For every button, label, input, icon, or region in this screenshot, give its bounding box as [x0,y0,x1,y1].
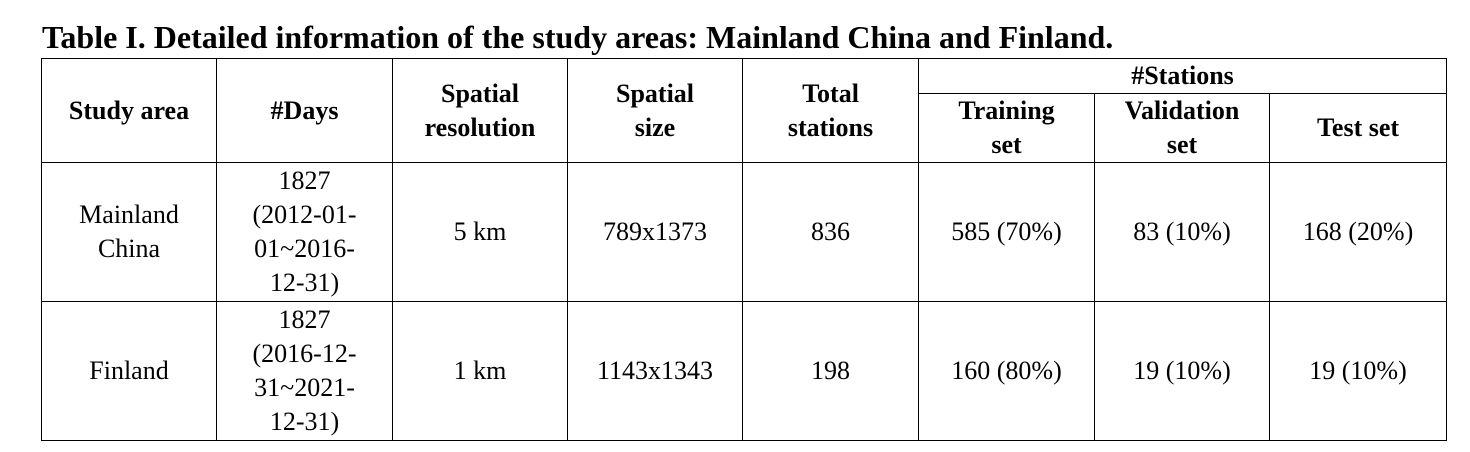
cell-training-set: 160 (80%) [918,301,1095,441]
header-validation-set-line-2: set [1166,130,1198,159]
header-training-set-line-1: Training [958,96,1055,125]
header-total-stations-line-1: Total [802,78,859,108]
cell-test-set: 168 (20%) [1268,162,1448,302]
header-spatial-resolution-line-1: Spatial [440,78,520,108]
cell-total-stations: 836 [742,162,919,302]
header-total-stations: Total stations [742,58,919,163]
cell-total-stations: 198 [742,301,919,441]
cell-days-line-2: (2012-01- [252,200,357,229]
cell-days: 1827 (2016-12- 31~2021- 12-31) [216,301,393,441]
header-spatial-resolution-line-2: resolution [424,112,536,142]
cell-days-line-3: 01~2016- [254,234,355,263]
header-training-set: Training set [918,93,1095,163]
header-study-area: Study area [41,58,217,163]
cell-days-line-3: 31~2021- [254,373,355,402]
cell-spatial-resolution: 5 km [392,162,568,302]
cell-spatial-size: 1143x1343 [567,301,743,441]
header-validation-set: Validation set [1094,93,1270,163]
header-training-set-line-2: set [991,130,1022,159]
header-validation-set-line-1: Validation [1124,96,1240,125]
table-caption: Table I. Detailed information of the stu… [42,19,1114,55]
cell-spatial-size: 789x1373 [567,162,743,302]
header-spatial-size-line-1: Spatial [615,78,695,108]
cell-days-line-2: (2016-12- [252,339,357,368]
cell-training-set: 585 (70%) [918,162,1095,302]
table-row-finland: Finland 1827 (2016-12- 31~2021- 12-31) 1… [41,301,1448,441]
cell-study-area-line-2: China [97,234,161,263]
header-spatial-resolution: Spatial resolution [392,58,568,163]
cell-study-area: Finland [41,301,217,441]
cell-days: 1827 (2012-01- 01~2016- 12-31) [216,162,393,302]
header-days: #Days [216,58,393,163]
header-spatial-size-line-2: size [634,112,676,142]
cell-study-area-line-1: Mainland [79,200,179,229]
header-spatial-size: Spatial size [567,58,743,163]
study-areas-table: Study area #Days Spatial resolution Spat… [41,58,1448,441]
header-stations-group: #Stations [917,58,1448,94]
cell-validation-set: 83 (10%) [1094,162,1270,302]
cell-validation-set: 19 (10%) [1094,301,1270,441]
cell-days-line-4: 12-31) [269,268,340,297]
table-row-mainland-china: Mainland China 1827 (2012-01- 01~2016- 1… [41,162,1448,302]
header-test-set: Test set [1268,93,1448,163]
cell-days-line-4: 12-31) [269,407,340,436]
cell-spatial-resolution: 1 km [392,301,568,441]
cell-days-line-1: 1827 [278,305,331,334]
cell-days-line-1: 1827 [278,166,331,195]
cell-test-set: 19 (10%) [1268,301,1448,441]
cell-study-area-line-1: Finland [89,356,169,385]
cell-study-area: Mainland China [41,162,217,302]
header-total-stations-line-2: stations [787,112,874,142]
